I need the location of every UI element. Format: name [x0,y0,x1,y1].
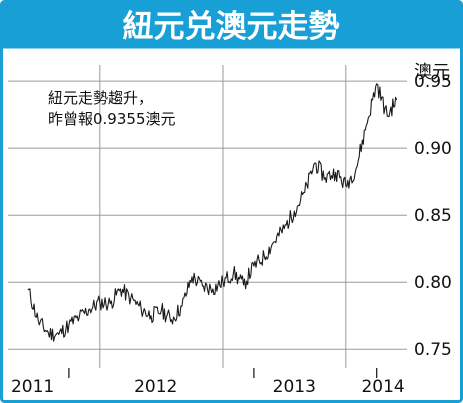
y-tick-label: 0.95 [414,72,452,92]
grid-lines [8,80,407,350]
x-tick-label: 2014 [361,377,404,397]
annotation-line-1: 紐元走勢趨升， [48,89,153,107]
y-tick-label: 0.75 [414,340,452,360]
y-tick-label: 0.90 [414,139,452,159]
chart-title: 紐元兑澳元走勢 [123,9,340,45]
year-separators [68,65,378,378]
title-banner [1,1,462,49]
x-tick-label: 2013 [273,377,316,397]
y-tick-labels: 0.75 0.80 0.85 0.90 0.95 [414,72,452,360]
y-tick-label: 0.85 [414,206,452,226]
x-tick-label: 2012 [134,377,177,397]
x-tick-labels: 2011 2012 2013 2014 [11,377,405,397]
x-tick-label: 2011 [11,377,54,397]
y-tick-label: 0.80 [414,273,452,293]
annotation-line-2: 昨曾報0.9355澳元 [48,110,176,128]
unit-label: 澳元 [414,62,450,83]
series-line [27,83,398,342]
